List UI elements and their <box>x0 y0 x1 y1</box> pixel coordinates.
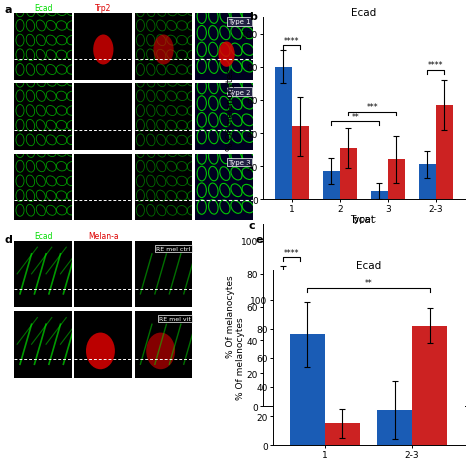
Text: ***: *** <box>366 102 378 112</box>
Text: Ecad: Ecad <box>34 231 53 240</box>
Text: Sketch: Sketch <box>211 4 237 13</box>
Bar <box>275 68 292 200</box>
Text: **: ** <box>352 302 359 312</box>
Text: Ecad: Ecad <box>34 4 53 13</box>
Text: ****: **** <box>428 62 444 70</box>
Bar <box>323 364 340 406</box>
Y-axis label: % Of melanocytes: % Of melanocytes <box>227 68 236 150</box>
Text: c: c <box>249 220 255 230</box>
Bar <box>377 410 412 445</box>
Ellipse shape <box>86 333 115 369</box>
Bar <box>292 127 309 200</box>
Y-axis label: % Of melanocytes: % Of melanocytes <box>236 317 245 399</box>
Text: **: ** <box>368 292 376 302</box>
Text: RE mel ctrl: RE mel ctrl <box>156 246 191 251</box>
Bar <box>340 149 356 200</box>
Bar <box>290 335 325 445</box>
Text: Merge: Merge <box>152 4 175 13</box>
Text: ****: **** <box>428 269 444 279</box>
Ellipse shape <box>219 42 235 67</box>
Text: Trp2: Trp2 <box>95 4 111 13</box>
Text: Merge: Merge <box>152 231 175 240</box>
Bar <box>323 172 340 200</box>
Title: Ecad: Ecad <box>351 8 376 17</box>
X-axis label: Type :: Type : <box>351 215 377 224</box>
Text: ****: **** <box>284 37 300 45</box>
Text: RE mel vit: RE mel vit <box>159 317 191 321</box>
Bar <box>419 165 436 200</box>
Bar <box>340 340 356 406</box>
Y-axis label: % Of melanocytes: % Of melanocytes <box>227 274 236 357</box>
Bar <box>412 326 447 445</box>
Bar <box>275 286 292 406</box>
Text: **: ** <box>365 279 373 287</box>
Title: Ecad: Ecad <box>356 260 381 270</box>
Text: e: e <box>256 234 264 244</box>
Bar <box>371 404 388 406</box>
Text: ****: **** <box>284 248 300 257</box>
Text: Type 3: Type 3 <box>228 160 251 166</box>
Text: b: b <box>249 11 257 22</box>
Ellipse shape <box>154 35 173 65</box>
Text: Type 1: Type 1 <box>228 19 251 25</box>
Text: Melan-a: Melan-a <box>88 231 118 240</box>
Bar <box>292 330 309 406</box>
Bar <box>388 160 405 200</box>
Text: a: a <box>5 5 12 15</box>
Title: bcat: bcat <box>352 214 375 224</box>
Text: d: d <box>5 234 13 244</box>
Bar <box>371 191 388 200</box>
Ellipse shape <box>93 35 113 65</box>
Bar <box>419 362 436 406</box>
Bar <box>325 423 360 445</box>
Ellipse shape <box>146 333 175 369</box>
Bar <box>436 106 453 200</box>
Text: **: ** <box>352 112 359 121</box>
Text: Type 2: Type 2 <box>228 90 251 95</box>
X-axis label: Type :: Type : <box>351 421 377 431</box>
Bar <box>436 316 453 406</box>
Bar <box>388 381 405 406</box>
